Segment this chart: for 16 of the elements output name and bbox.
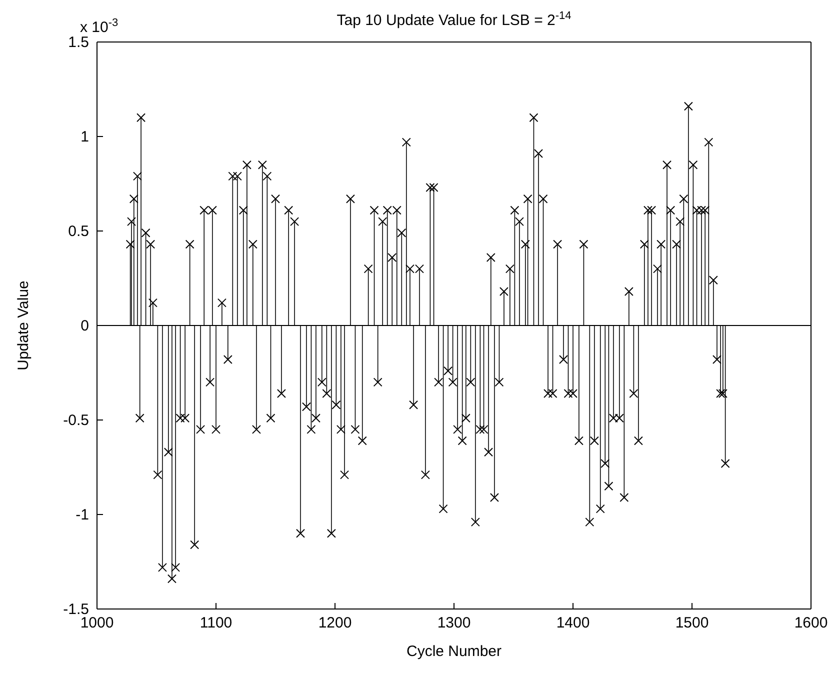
y-tick-label: 1.5 (68, 34, 89, 51)
x-tick-label: 1100 (200, 614, 232, 632)
y-tick-label: -1 (76, 506, 89, 524)
x-axis-title: Cycle Number (406, 643, 502, 660)
x-tick-label: 1200 (318, 614, 352, 632)
y-axis-title: Update Value (15, 280, 32, 370)
y-tick-label: 0.5 (68, 222, 89, 240)
y-tick-label: -0.5 (63, 412, 89, 429)
x-tick-label: 1600 (794, 614, 828, 632)
text: x 10$^{-3}$ (80, 17, 118, 36)
x-tick-label: 1400 (556, 614, 590, 632)
x-tick-label: 1300 (437, 614, 471, 632)
chart-title: Tap 10 Update Value for LSB = 2$^{-14}$ (336, 10, 572, 29)
x-tick-label: 1500 (675, 614, 709, 632)
y-tick-label: 1 (80, 128, 89, 146)
y-tick-label: 0 (80, 317, 89, 334)
